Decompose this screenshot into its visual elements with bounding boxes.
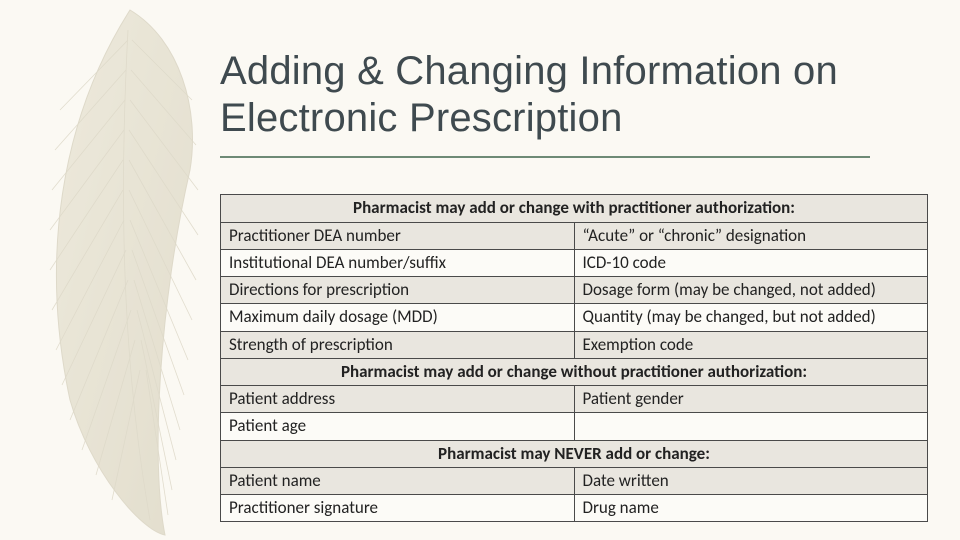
table-cell-right: Quantity (may be changed, but not added) bbox=[574, 304, 928, 331]
slide-content: Adding & Changing Information on Electro… bbox=[220, 48, 930, 522]
table-cell-left: Practitioner signature bbox=[221, 495, 575, 522]
table-row: Patient age bbox=[221, 413, 928, 440]
table-cell-right: Patient gender bbox=[574, 386, 928, 413]
table-cell-left: Directions for prescription bbox=[221, 277, 575, 304]
title-divider bbox=[220, 156, 870, 158]
table-cell-right bbox=[574, 413, 928, 440]
table-cell-right: Date written bbox=[574, 467, 928, 494]
table-cell-left: Maximum daily dosage (MDD) bbox=[221, 304, 575, 331]
table-row: Patient addressPatient gender bbox=[221, 386, 928, 413]
table-row: Directions for prescriptionDosage form (… bbox=[221, 277, 928, 304]
table-cell-left: Strength of prescription bbox=[221, 331, 575, 358]
table-cell-right: “Acute” or “chronic” designation bbox=[574, 222, 928, 249]
prescription-change-table: Pharmacist may add or change with practi… bbox=[220, 194, 928, 522]
table-cell-right: Exemption code bbox=[574, 331, 928, 358]
table-row: Practitioner signatureDrug name bbox=[221, 495, 928, 522]
table-row: Maximum daily dosage (MDD)Quantity (may … bbox=[221, 304, 928, 331]
table-section-header: Pharmacist may add or change with practi… bbox=[221, 195, 928, 222]
table-cell-left: Institutional DEA number/suffix bbox=[221, 249, 575, 276]
table-row: Institutional DEA number/suffixICD-10 co… bbox=[221, 249, 928, 276]
table-cell-left: Patient address bbox=[221, 386, 575, 413]
table-row: Strength of prescriptionExemption code bbox=[221, 331, 928, 358]
table-cell-right: Dosage form (may be changed, not added) bbox=[574, 277, 928, 304]
table-row: Practitioner DEA number“Acute” or “chron… bbox=[221, 222, 928, 249]
table-cell-left: Practitioner DEA number bbox=[221, 222, 575, 249]
slide-title: Adding & Changing Information on Electro… bbox=[220, 48, 930, 142]
table-cell-right: ICD-10 code bbox=[574, 249, 928, 276]
feather-decoration bbox=[0, 0, 250, 540]
table-section-header: Pharmacist may add or change without pra… bbox=[221, 358, 928, 385]
table-section-header: Pharmacist may NEVER add or change: bbox=[221, 440, 928, 467]
table-cell-left: Patient age bbox=[221, 413, 575, 440]
table-cell-right: Drug name bbox=[574, 495, 928, 522]
table-cell-left: Patient name bbox=[221, 467, 575, 494]
table-row: Patient nameDate written bbox=[221, 467, 928, 494]
